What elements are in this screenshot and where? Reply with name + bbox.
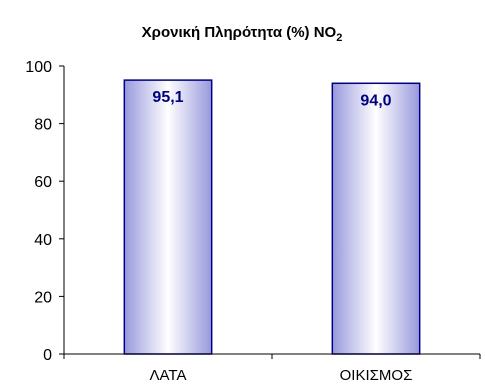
chart-title-subscript: 2 <box>336 32 342 44</box>
data-label: 94,0 <box>360 92 391 109</box>
x-category-label: ΛΑΤΑ <box>150 367 187 384</box>
y-tick-label: 60 <box>34 174 52 191</box>
x-axis: ΛΑΤΑ ΟΙΚΙΣΜΟΣ <box>63 353 481 384</box>
bar <box>331 82 421 355</box>
y-tick-label: 40 <box>34 232 52 249</box>
chart-title: Χρονική Πληρότητα (%) NO2 <box>142 24 343 44</box>
y-axis: 0 20 40 60 80 100 <box>25 59 65 364</box>
x-category-label: ΟΙΚΙΣΜΟΣ <box>340 367 413 384</box>
y-tick-label: 0 <box>43 347 52 364</box>
data-label: 95,1 <box>152 89 183 106</box>
bar <box>123 79 213 355</box>
y-tick-label: 100 <box>25 59 52 76</box>
y-tick-label: 80 <box>34 117 52 134</box>
y-tick-label: 20 <box>34 289 52 306</box>
bars: 95,1 94,0 <box>123 79 421 355</box>
